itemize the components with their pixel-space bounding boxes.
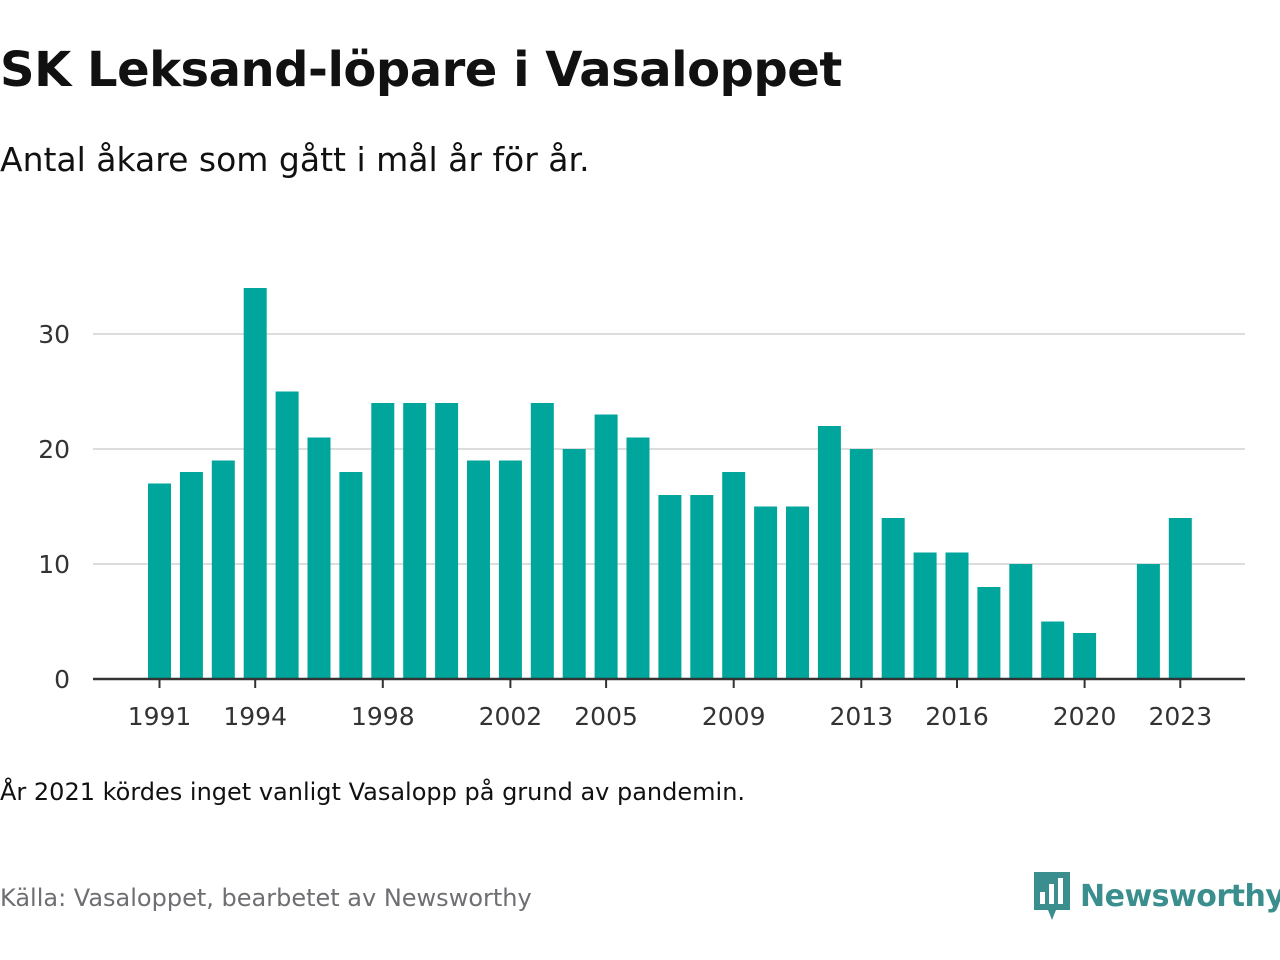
bar-chart: 0 10 20 30 1991 1994 1998 2002 2005 2009 2013 2016 2… xyxy=(0,250,1280,740)
bar-2006 xyxy=(626,437,650,679)
bar-2013 xyxy=(849,449,873,679)
x-tick-label: 1998 xyxy=(351,702,415,731)
bar-2000 xyxy=(435,403,459,679)
bar-2001 xyxy=(467,460,490,679)
x-tick-label: 1991 xyxy=(128,702,192,731)
bar-2014 xyxy=(881,518,905,679)
brand-name: Newsworthy xyxy=(1080,878,1280,914)
chart-note: År 2021 kördes inget vanligt Vasalopp på… xyxy=(0,778,746,806)
x-tick-label: 2016 xyxy=(925,702,989,731)
y-tick-label: 10 xyxy=(38,550,70,579)
newsworthy-bar-chart-icon xyxy=(1034,872,1070,920)
bar-2016 xyxy=(945,552,969,679)
bar-2010 xyxy=(754,506,778,679)
bar-2009 xyxy=(722,472,746,679)
x-tick-label: 2009 xyxy=(702,702,766,731)
bar-1995 xyxy=(275,391,299,679)
x-tick-label: 1994 xyxy=(223,702,287,731)
bar-2023 xyxy=(1168,518,1192,679)
y-tick-label: 0 xyxy=(54,665,70,694)
bar-1993 xyxy=(211,460,235,679)
bar-2007 xyxy=(658,495,682,679)
x-tick-label: 2005 xyxy=(574,702,638,731)
bar-1992 xyxy=(179,472,203,679)
chart-title: SK Leksand-löpare i Vasaloppet xyxy=(0,42,842,98)
bar-2005 xyxy=(594,414,618,679)
bar-2022 xyxy=(1136,564,1160,679)
bar-2004 xyxy=(562,449,586,679)
bar-1997 xyxy=(339,472,363,679)
y-tick-label: 30 xyxy=(38,320,70,349)
x-tick-label: 2002 xyxy=(479,702,543,731)
bar-2002 xyxy=(498,460,522,679)
x-tick-label: 2020 xyxy=(1053,702,1117,731)
bar-2003 xyxy=(530,403,554,679)
chart-subtitle: Antal åkare som gått i mål år för år. xyxy=(0,140,590,179)
y-tick-label: 20 xyxy=(38,435,70,464)
bar-2015 xyxy=(913,552,937,679)
bar-2020 xyxy=(1073,633,1097,679)
bar-2008 xyxy=(690,495,714,679)
bar-2019 xyxy=(1041,621,1065,679)
bar-2018 xyxy=(1009,564,1033,679)
x-tick-label: 2013 xyxy=(829,702,893,731)
x-tick-label: 2023 xyxy=(1148,702,1212,731)
bar-2011 xyxy=(786,506,809,679)
bar-1996 xyxy=(307,437,331,679)
bar-1991 xyxy=(148,483,171,679)
newsworthy-logo: Newsworthy xyxy=(1032,868,1280,924)
bar-1999 xyxy=(403,403,427,679)
bar-1998 xyxy=(371,403,395,679)
bar-2017 xyxy=(977,587,1001,679)
source-text: Källa: Vasaloppet, bearbetet av Newswort… xyxy=(0,884,532,912)
bar-1994 xyxy=(243,288,267,679)
bar-2012 xyxy=(817,426,841,679)
bar-chart-svg: 0 10 20 30 1991 1994 1998 2002 2005 2009 2013 2016 2… xyxy=(38,288,1245,731)
